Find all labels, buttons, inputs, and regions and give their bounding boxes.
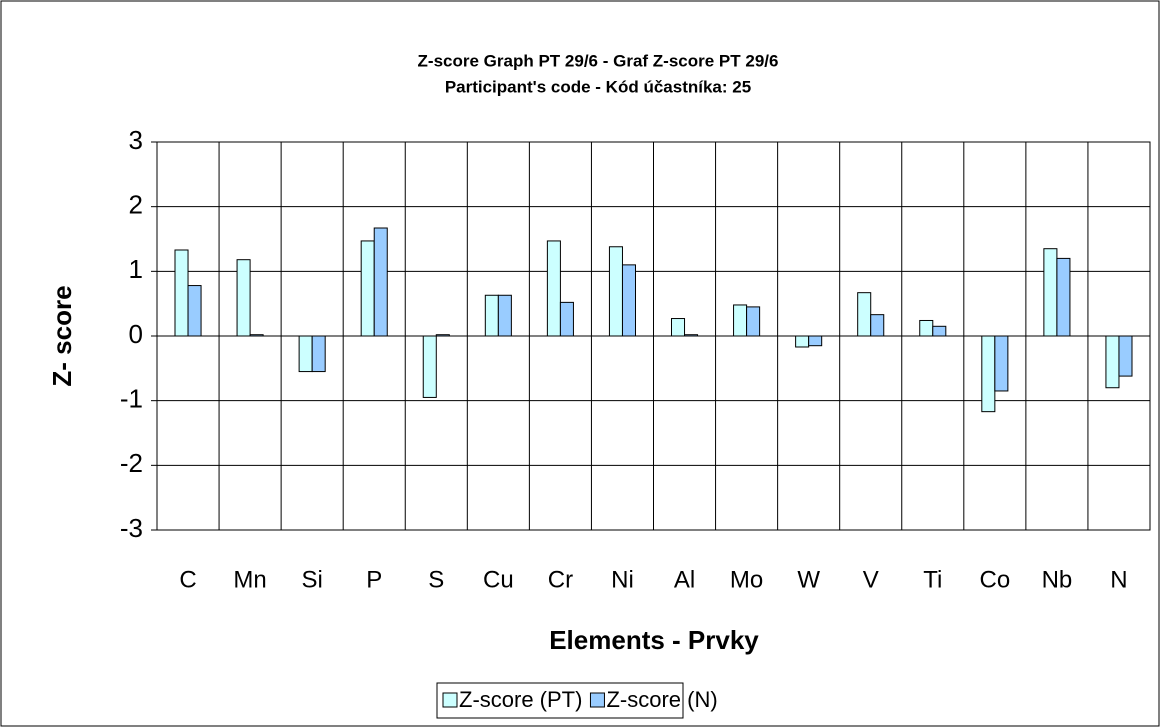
legend-box	[436, 682, 684, 719]
x-tick-label: Nb	[1042, 566, 1073, 593]
y-tick-label: -2	[120, 448, 143, 478]
x-tick-label: C	[179, 566, 196, 593]
x-tick-label: W	[797, 566, 820, 593]
legend-swatch	[589, 692, 605, 708]
bar	[621, 264, 637, 337]
bar	[497, 294, 512, 337]
bar	[484, 294, 499, 337]
bar	[608, 246, 623, 337]
legend-swatch	[442, 692, 458, 708]
x-tick-label: Si	[301, 566, 322, 593]
x-tick-label: Ti	[923, 566, 942, 593]
bar	[422, 335, 437, 398]
bar	[360, 240, 375, 337]
bar	[174, 249, 189, 337]
bar	[236, 259, 251, 337]
bar	[1105, 335, 1120, 389]
x-tick-label: V	[863, 566, 879, 593]
bar	[795, 335, 810, 348]
plot-border	[156, 141, 1151, 531]
bar	[311, 335, 326, 373]
bar	[559, 301, 574, 337]
bar	[373, 227, 388, 337]
x-tick-label: Mn	[233, 566, 266, 593]
bar	[670, 318, 686, 337]
bar	[546, 240, 561, 337]
bar	[733, 304, 748, 337]
bar	[746, 306, 761, 337]
x-tick-label: Ni	[611, 566, 634, 593]
bar	[808, 335, 823, 347]
y-tick-label: 2	[129, 190, 143, 220]
y-tick-label: -3	[120, 513, 143, 543]
bar	[1118, 335, 1133, 377]
bar	[919, 319, 934, 337]
x-tick-label: Mo	[730, 566, 763, 593]
bar	[298, 335, 313, 373]
x-tick-label: P	[366, 566, 382, 593]
bar	[1056, 257, 1071, 337]
y-tick-label: 0	[129, 319, 143, 349]
chart-title: Z-score Graph PT 29/6 - Graf Z-score PT …	[418, 51, 779, 70]
x-tick-label: Cu	[483, 566, 514, 593]
y-tick-label: 3	[129, 125, 143, 155]
y-axis-title: Z- score	[47, 285, 77, 386]
legend-label: Z-score (PT)	[459, 687, 582, 712]
bar	[187, 285, 202, 337]
bar	[1043, 248, 1058, 337]
legend-label: Z-score (N)	[606, 687, 717, 712]
x-tick-label: S	[428, 566, 444, 593]
x-tick-label: Co	[980, 566, 1011, 593]
bar	[857, 292, 872, 337]
bar	[932, 325, 947, 337]
x-tick-label: Al	[674, 566, 695, 593]
x-tick-label: N	[1110, 566, 1127, 593]
chart-subtitle: Participant's code - Kód účastníka: 25	[445, 77, 751, 96]
x-axis-title: Elements - Prvky	[549, 625, 759, 655]
bar	[870, 314, 885, 337]
y-tick-label: 1	[129, 254, 143, 284]
bar	[994, 335, 1009, 392]
y-tick-label: -1	[120, 384, 143, 414]
x-tick-label: Cr	[548, 566, 573, 593]
bar	[981, 335, 996, 413]
